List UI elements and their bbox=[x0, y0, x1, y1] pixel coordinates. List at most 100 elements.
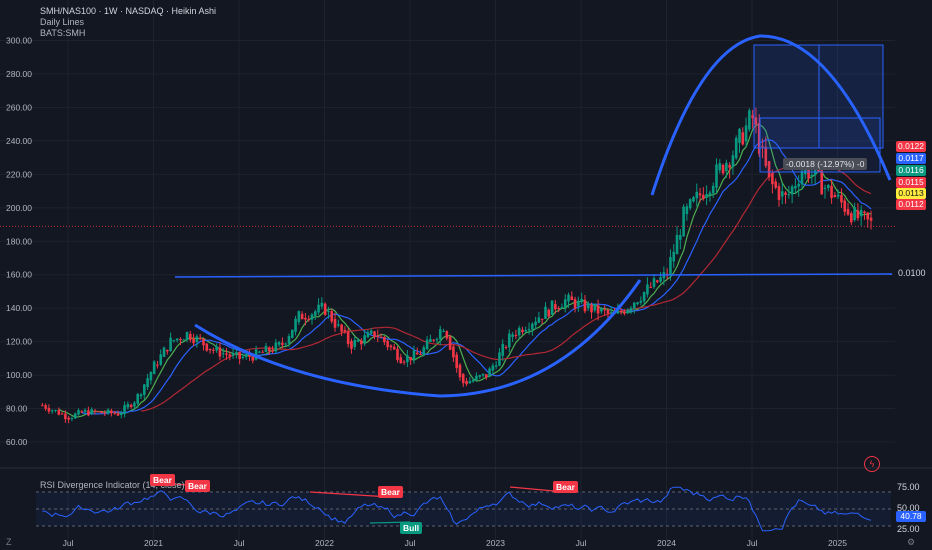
candle-body bbox=[715, 164, 718, 188]
price-scale-label: 0.0117 bbox=[896, 153, 926, 164]
candle-body bbox=[136, 393, 140, 404]
candle-body bbox=[672, 251, 676, 262]
indicator-compare-symbol[interactable]: BATS:SMH bbox=[40, 28, 86, 38]
candle-body bbox=[369, 330, 373, 334]
candle-body bbox=[853, 207, 856, 221]
candle-body bbox=[695, 191, 699, 199]
candle-body bbox=[208, 348, 212, 351]
candle-body bbox=[448, 336, 452, 350]
candle-body bbox=[863, 211, 866, 213]
candle-body bbox=[669, 256, 672, 275]
lightning-icon[interactable]: ϟ bbox=[864, 456, 880, 472]
candle-body bbox=[103, 412, 107, 414]
candle-body bbox=[297, 311, 301, 323]
candle-body bbox=[534, 321, 537, 326]
candle-body bbox=[360, 340, 363, 345]
symbol-title[interactable]: SMH/NAS100 · 1W · NASDAQ · Heikin Ashi bbox=[40, 6, 217, 16]
candle-body bbox=[484, 374, 488, 378]
candle-body bbox=[254, 349, 258, 360]
candle-body bbox=[54, 409, 57, 411]
candle-body bbox=[646, 284, 649, 295]
rsi-level-25: 25.00 bbox=[897, 524, 920, 534]
candle-body bbox=[761, 146, 764, 148]
candle-body bbox=[386, 340, 389, 348]
candle-body bbox=[508, 333, 511, 348]
candle-body bbox=[235, 352, 238, 354]
candle-body bbox=[146, 378, 149, 388]
candle-body bbox=[142, 384, 146, 395]
candle-body bbox=[859, 209, 863, 217]
candle-body bbox=[734, 137, 738, 159]
candle-body bbox=[800, 170, 804, 185]
rsi-bear-tag: Bear bbox=[378, 486, 403, 498]
rsi-bear-tag: Bear bbox=[185, 480, 210, 492]
indicator-daily-lines[interactable]: Daily Lines bbox=[40, 17, 85, 27]
candle-body bbox=[606, 310, 610, 314]
candle-body bbox=[616, 310, 620, 314]
moving-averages bbox=[58, 123, 872, 418]
tradingview-logo[interactable]: Z bbox=[6, 537, 12, 547]
y-tick-label: 260.00 bbox=[6, 102, 32, 112]
y-tick-label: 220.00 bbox=[6, 169, 32, 179]
candle-body bbox=[573, 299, 577, 309]
candle-body bbox=[317, 304, 320, 313]
candle-body bbox=[343, 329, 347, 332]
candle-body bbox=[567, 294, 570, 302]
candle-body bbox=[698, 193, 702, 196]
candle-body bbox=[830, 185, 833, 199]
dome-arc bbox=[650, 34, 892, 196]
candle-body bbox=[64, 413, 67, 420]
candle-body bbox=[166, 349, 169, 352]
ma-fast-line bbox=[58, 123, 872, 418]
candle-body bbox=[67, 417, 70, 420]
candle-body bbox=[389, 345, 393, 348]
x-tick-label: 2022 bbox=[315, 538, 334, 548]
candle-body bbox=[264, 345, 268, 353]
candle-body bbox=[557, 307, 560, 309]
price-scale-label: 0.0112 bbox=[896, 199, 926, 210]
candle-body bbox=[251, 356, 255, 361]
candle-body bbox=[544, 306, 547, 319]
x-tick-label: 2021 bbox=[144, 538, 163, 548]
x-tick-label: 2023 bbox=[486, 538, 505, 548]
candle-body bbox=[70, 418, 74, 420]
candle-body bbox=[133, 402, 136, 407]
candle-body bbox=[705, 193, 708, 198]
candle-body bbox=[718, 163, 722, 171]
candle-body bbox=[228, 354, 232, 357]
candle-body bbox=[632, 302, 636, 309]
candle-body bbox=[642, 292, 646, 302]
candle-body bbox=[80, 411, 84, 413]
candle-body bbox=[866, 212, 870, 220]
y-tick-label: 180.00 bbox=[6, 236, 32, 246]
rsi-title[interactable]: RSI Divergence Indicator (14, close) bbox=[40, 480, 185, 490]
candle-body bbox=[494, 365, 498, 367]
candle-body bbox=[379, 336, 383, 338]
rsi-line bbox=[42, 486, 872, 532]
candle-body bbox=[152, 361, 156, 375]
candle-body bbox=[356, 340, 360, 342]
candle-body bbox=[836, 194, 840, 197]
candle-body bbox=[149, 371, 153, 381]
candle-body bbox=[826, 185, 830, 189]
rsi-bull-tag: Bull bbox=[400, 522, 423, 534]
axis-labels: 300.00 280.00 260.00 240.00 220.00 200.00 180.… bbox=[6, 36, 847, 548]
settings-icon[interactable]: ⚙ bbox=[907, 537, 916, 547]
candle-body bbox=[787, 194, 791, 196]
candle-body bbox=[110, 410, 113, 414]
candle-body bbox=[504, 346, 508, 348]
candle-body bbox=[169, 337, 172, 351]
candle-body bbox=[869, 217, 873, 221]
candle-body bbox=[399, 357, 403, 364]
candle-body bbox=[57, 410, 61, 415]
candle-body bbox=[560, 307, 564, 309]
candle-body bbox=[241, 356, 245, 358]
candle-body bbox=[810, 175, 814, 177]
candle-body bbox=[478, 375, 482, 377]
candle-body bbox=[741, 132, 745, 145]
candle-body bbox=[491, 365, 495, 371]
candle-body bbox=[300, 313, 304, 320]
candle-body bbox=[570, 296, 574, 301]
candle-body bbox=[777, 186, 781, 200]
